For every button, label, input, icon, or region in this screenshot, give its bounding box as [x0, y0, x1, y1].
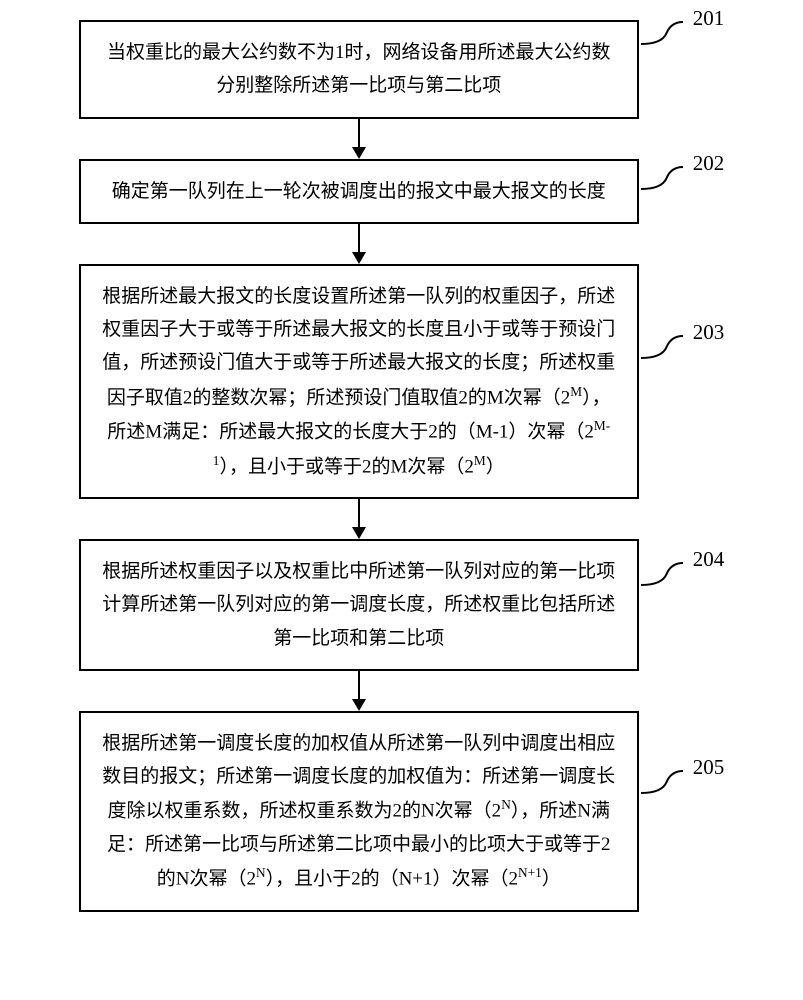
flow-arrow-down [352, 119, 366, 159]
arrow-wrap [20, 224, 783, 264]
flow-arrow-down [352, 671, 366, 711]
flow-step-label: 202 [693, 151, 725, 176]
flow-step-label: 201 [693, 6, 725, 31]
arrow-line [358, 119, 360, 147]
flow-step-row: 根据所述最大报文的长度设置所述第一队列的权重因子，所述权重因子大于或等于所述最大… [20, 264, 783, 499]
arrow-head-icon [352, 527, 366, 539]
flow-step-row: 根据所述权重因子以及权重比中所述第一队列对应的第一比项计算所述第一队列对应的第一… [20, 539, 783, 671]
flow-step-row: 确定第一队列在上一轮次被调度出的报文中最大报文的长度 202 [20, 159, 783, 224]
flow-step-box: 根据所述最大报文的长度设置所述第一队列的权重因子，所述权重因子大于或等于所述最大… [79, 264, 639, 499]
flow-step-label: 203 [693, 320, 725, 345]
flow-step-label-wrap: 204 [639, 561, 725, 587]
flow-step-box: 根据所述权重因子以及权重比中所述第一队列对应的第一比项计算所述第一队列对应的第一… [79, 539, 639, 671]
flow-arrow-down [352, 499, 366, 539]
flow-step-row: 根据所述第一调度长度的加权值从所述第一队列中调度出相应数目的报文；所述第一调度长… [20, 711, 783, 912]
arrow-head-icon [352, 252, 366, 264]
arrow-head-icon [352, 147, 366, 159]
flow-step-label: 205 [693, 755, 725, 780]
arrow-head-icon [352, 699, 366, 711]
flow-step-label-wrap: 203 [639, 334, 725, 360]
flow-step-box: 根据所述第一调度长度的加权值从所述第一队列中调度出相应数目的报文；所述第一调度长… [79, 711, 639, 912]
flowchart-container: 当权重比的最大公约数不为1时，网络设备用所述最大公约数分别整除所述第一比项与第二… [20, 20, 783, 912]
flow-step-label-wrap: 201 [639, 20, 725, 46]
flow-step-row: 当权重比的最大公约数不为1时，网络设备用所述最大公约数分别整除所述第一比项与第二… [20, 20, 783, 119]
flow-step-label: 204 [693, 547, 725, 572]
arrow-wrap [20, 119, 783, 159]
flow-step-box: 当权重比的最大公约数不为1时，网络设备用所述最大公约数分别整除所述第一比项与第二… [79, 20, 639, 119]
flow-step-box: 确定第一队列在上一轮次被调度出的报文中最大报文的长度 [79, 159, 639, 224]
arrow-line [358, 224, 360, 252]
arrow-wrap [20, 499, 783, 539]
arrow-line [358, 499, 360, 527]
flow-step-label-wrap: 202 [639, 165, 725, 191]
arrow-wrap [20, 671, 783, 711]
arrow-line [358, 671, 360, 699]
flow-arrow-down [352, 224, 366, 264]
flow-step-label-wrap: 205 [639, 769, 725, 795]
